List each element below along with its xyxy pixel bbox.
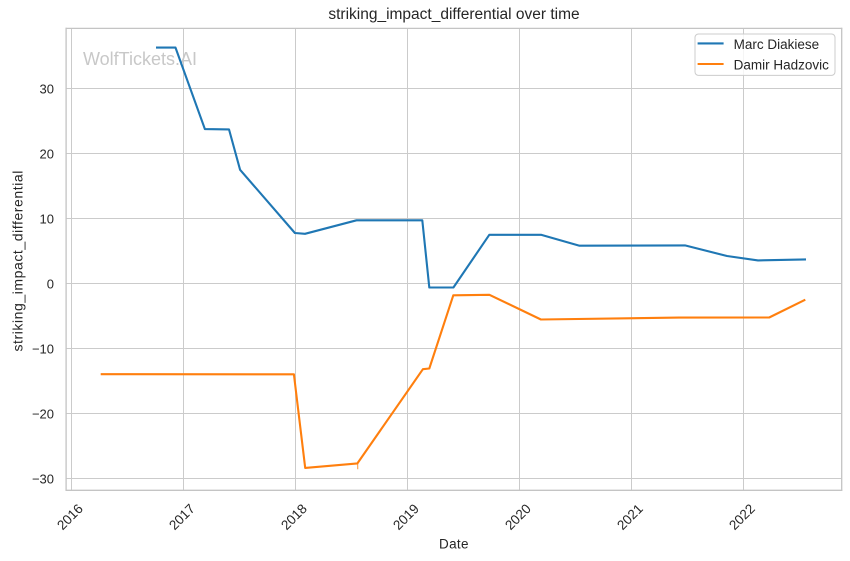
svg-text:−20: −20 [32,406,54,421]
svg-text:2020: 2020 [502,501,534,533]
svg-text:Date: Date [439,537,469,552]
svg-text:striking_impact_differential: striking_impact_differential [9,170,25,351]
svg-text:−10: −10 [32,341,54,356]
svg-text:2021: 2021 [614,501,646,533]
svg-text:30: 30 [40,81,54,96]
svg-text:2018: 2018 [278,501,310,533]
svg-text:2022: 2022 [726,501,758,533]
svg-text:2019: 2019 [390,501,422,533]
svg-text:Damir Hadzovic: Damir Hadzovic [734,58,830,73]
svg-text:10: 10 [40,211,54,226]
svg-text:−30: −30 [32,471,54,486]
svg-text:striking_impact_differential o: striking_impact_differential over time [328,6,579,23]
svg-text:Marc Diakiese: Marc Diakiese [734,37,820,52]
svg-text:2016: 2016 [54,501,86,533]
svg-text:WolfTickets.AI: WolfTickets.AI [83,49,197,69]
svg-text:0: 0 [47,276,54,291]
svg-text:2017: 2017 [166,501,198,533]
svg-text:20: 20 [40,146,54,161]
